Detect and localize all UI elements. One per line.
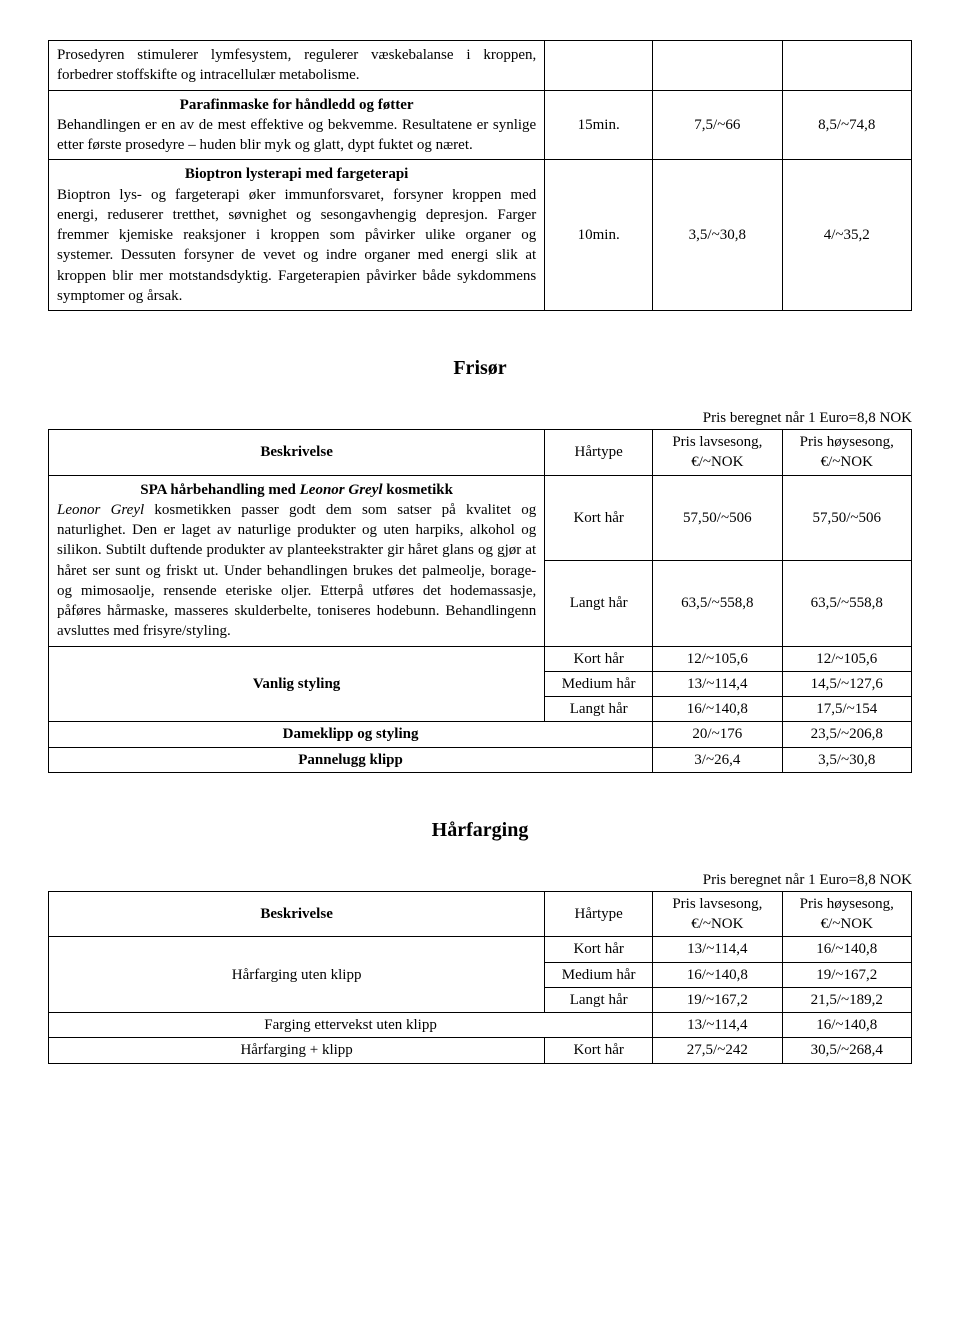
table-row: Bioptron lysterapi med fargeterapi Biopt… xyxy=(49,160,912,311)
low-price-cell: 7,5/~66 xyxy=(653,90,782,160)
service-label: Vanlig styling xyxy=(49,646,545,722)
duration-cell: 10min. xyxy=(545,160,653,311)
col-header-type: Hårtype xyxy=(545,430,653,476)
table-row: SPA hårbehandling med Leonor Greyl kosme… xyxy=(49,475,912,561)
table-row: Hårfarging + klipp Kort hår 27,5/~242 30… xyxy=(49,1038,912,1063)
section-title-harfarging: Hårfarging xyxy=(48,819,912,842)
low-price-cell: 3/~26,4 xyxy=(653,747,782,772)
section-title-frisor: Frisør xyxy=(48,357,912,380)
table-row: Parafinmaske for håndledd og føtter Beha… xyxy=(49,90,912,160)
table-header-row: Beskrivelse Hårtype Pris lavsesong, €/~N… xyxy=(49,891,912,937)
procedure-desc: Bioptron lysterapi med fargeterapi Biopt… xyxy=(49,160,545,311)
table-header-row: Beskrivelse Hårtype Pris lavsesong, €/~N… xyxy=(49,430,912,476)
col-header-desc: Beskrivelse xyxy=(49,891,545,937)
high-price-cell: 57,50/~506 xyxy=(782,475,911,561)
procedures-table: Prosedyren stimulerer lymfesystem, regul… xyxy=(48,40,912,311)
high-price-cell: 16/~140,8 xyxy=(782,1013,911,1038)
hairtype-cell: Langt hår xyxy=(545,697,653,722)
hairtype-cell: Medium hår xyxy=(545,962,653,987)
high-price-cell: 8,5/~74,8 xyxy=(782,90,911,160)
procedure-body: Bioptron lys- og fargeterapi øker immunf… xyxy=(57,187,536,304)
high-price-cell: 4/~35,2 xyxy=(782,160,911,311)
hairtype-cell: Langt hår xyxy=(545,561,653,647)
low-price-cell: 13/~114,4 xyxy=(653,671,782,696)
low-price-cell: 20/~176 xyxy=(653,722,782,747)
low-price-cell: 27,5/~242 xyxy=(653,1038,782,1063)
service-label: Dameklipp og styling xyxy=(49,722,653,747)
high-price-cell: 12/~105,6 xyxy=(782,646,911,671)
low-price-cell: 3,5/~30,8 xyxy=(653,160,782,311)
hairtype-cell: Langt hår xyxy=(545,987,653,1012)
price-note: Pris beregnet når 1 Euro=8,8 NOK xyxy=(48,410,912,427)
hairtype-cell: Kort hår xyxy=(545,475,653,561)
procedure-body: Behandlingen er en av de mest effektive … xyxy=(57,117,536,153)
title-text: SPA hårbehandling med xyxy=(140,482,299,498)
procedure-title: Parafinmaske for håndledd og føtter xyxy=(57,95,536,115)
high-price-cell xyxy=(782,41,911,91)
low-price-cell: 13/~114,4 xyxy=(653,1013,782,1038)
table-row: Prosedyren stimulerer lymfesystem, regul… xyxy=(49,41,912,91)
high-price-cell: 3,5/~30,8 xyxy=(782,747,911,772)
col-header-low: Pris lavsesong, €/~NOK xyxy=(653,891,782,937)
high-price-cell: 14,5/~127,6 xyxy=(782,671,911,696)
table-row: Pannelugg klipp 3/~26,4 3,5/~30,8 xyxy=(49,747,912,772)
hairtype-cell: Kort hår xyxy=(545,1038,653,1063)
brand-name: Leonor Greyl xyxy=(57,502,144,518)
duration-cell xyxy=(545,41,653,91)
hairtype-cell: Kort hår xyxy=(545,937,653,962)
service-label: Farging ettervekst uten klipp xyxy=(49,1013,653,1038)
high-price-cell: 16/~140,8 xyxy=(782,937,911,962)
table-row: Farging ettervekst uten klipp 13/~114,4 … xyxy=(49,1013,912,1038)
low-price-cell: 57,50/~506 xyxy=(653,475,782,561)
low-price-cell: 12/~105,6 xyxy=(653,646,782,671)
col-header-high: Pris høysesong, €/~NOK xyxy=(782,891,911,937)
high-price-cell: 21,5/~189,2 xyxy=(782,987,911,1012)
service-label: Pannelugg klipp xyxy=(49,747,653,772)
table-row: Hårfarging uten klipp Kort hår 13/~114,4… xyxy=(49,937,912,962)
col-header-desc: Beskrivelse xyxy=(49,430,545,476)
table-row: Dameklipp og styling 20/~176 23,5/~206,8 xyxy=(49,722,912,747)
low-price-cell xyxy=(653,41,782,91)
service-label: Hårfarging uten klipp xyxy=(49,937,545,1013)
title-text: kosmetikk xyxy=(383,482,453,498)
hairtype-cell: Kort hår xyxy=(545,646,653,671)
low-price-cell: 19/~167,2 xyxy=(653,987,782,1012)
col-header-low: Pris lavsesong, €/~NOK xyxy=(653,430,782,476)
high-price-cell: 17,5/~154 xyxy=(782,697,911,722)
duration-cell: 15min. xyxy=(545,90,653,160)
high-price-cell: 63,5/~558,8 xyxy=(782,561,911,647)
price-note: Pris beregnet når 1 Euro=8,8 NOK xyxy=(48,872,912,889)
hairtype-cell: Medium hår xyxy=(545,671,653,696)
service-title: SPA hårbehandling med Leonor Greyl kosme… xyxy=(57,480,536,500)
col-header-type: Hårtype xyxy=(545,891,653,937)
brand-name: Leonor Greyl xyxy=(300,482,383,498)
service-desc: SPA hårbehandling med Leonor Greyl kosme… xyxy=(49,475,545,646)
table-row: Vanlig styling Kort hår 12/~105,6 12/~10… xyxy=(49,646,912,671)
high-price-cell: 30,5/~268,4 xyxy=(782,1038,911,1063)
procedure-desc: Prosedyren stimulerer lymfesystem, regul… xyxy=(49,41,545,91)
procedure-title: Bioptron lysterapi med fargeterapi xyxy=(57,164,536,184)
low-price-cell: 13/~114,4 xyxy=(653,937,782,962)
harfarging-table: Beskrivelse Hårtype Pris lavsesong, €/~N… xyxy=(48,891,912,1064)
frisor-table: Beskrivelse Hårtype Pris lavsesong, €/~N… xyxy=(48,429,912,773)
low-price-cell: 63,5/~558,8 xyxy=(653,561,782,647)
procedure-desc: Parafinmaske for håndledd og føtter Beha… xyxy=(49,90,545,160)
col-header-high: Pris høysesong, €/~NOK xyxy=(782,430,911,476)
low-price-cell: 16/~140,8 xyxy=(653,697,782,722)
service-body: kosmetikken passer godt dem som satser p… xyxy=(57,502,536,640)
low-price-cell: 16/~140,8 xyxy=(653,962,782,987)
high-price-cell: 23,5/~206,8 xyxy=(782,722,911,747)
high-price-cell: 19/~167,2 xyxy=(782,962,911,987)
service-label: Hårfarging + klipp xyxy=(49,1038,545,1063)
